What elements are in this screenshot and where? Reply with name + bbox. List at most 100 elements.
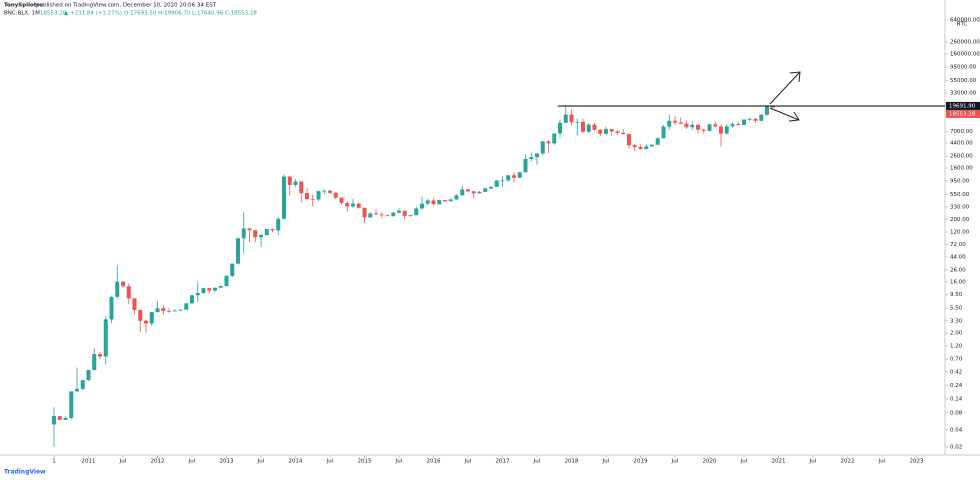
candle-body bbox=[299, 181, 304, 194]
x-tick-label: Jul bbox=[533, 459, 541, 465]
candle-body bbox=[241, 228, 246, 239]
candle-body bbox=[701, 129, 706, 131]
candle-body bbox=[569, 114, 574, 123]
candle-body bbox=[195, 292, 200, 296]
candle-body bbox=[460, 189, 465, 196]
candle-body bbox=[293, 181, 298, 185]
candle-body bbox=[770, 105, 775, 108]
y-tick-label: 0.04 bbox=[950, 427, 963, 433]
candle-body bbox=[517, 172, 522, 178]
candle-body bbox=[351, 203, 355, 207]
y-tick-label: 2.00 bbox=[950, 331, 963, 337]
candle-body bbox=[661, 126, 666, 139]
candle-body bbox=[425, 200, 430, 204]
candle-body bbox=[310, 199, 315, 200]
candle-body bbox=[218, 286, 223, 288]
candle-body bbox=[523, 159, 528, 173]
x-tick-label: 2022 bbox=[841, 459, 855, 465]
y-tick-label: 0.08 bbox=[950, 410, 963, 416]
candle-body bbox=[558, 122, 562, 134]
candle-body bbox=[259, 235, 263, 238]
candle-body bbox=[138, 310, 143, 321]
y-tick-label: 95000.00 bbox=[950, 65, 977, 71]
y-tick-label: 640000.00 bbox=[950, 17, 980, 23]
candle-body bbox=[747, 118, 752, 120]
x-tick-label: Jul bbox=[257, 459, 265, 465]
x-tick-label: Jul bbox=[326, 459, 334, 465]
candle-body bbox=[52, 416, 56, 425]
candle-body bbox=[333, 192, 338, 198]
y-tick-label: 950.00 bbox=[950, 178, 970, 184]
x-tick-label: 2015 bbox=[358, 459, 372, 465]
x-tick-label: 2021 bbox=[772, 459, 786, 465]
candle-body bbox=[540, 141, 545, 154]
candle-body bbox=[121, 281, 125, 287]
x-tick-label: 2023 bbox=[910, 459, 924, 465]
candle-body bbox=[155, 308, 160, 313]
candle-body bbox=[69, 391, 74, 418]
x-tick-label: 2013 bbox=[220, 459, 234, 465]
candle-body bbox=[759, 114, 764, 121]
candle-body bbox=[736, 124, 741, 125]
y-tick-label: 55000.00 bbox=[950, 78, 977, 84]
candle-body bbox=[563, 114, 568, 123]
candle-body bbox=[535, 153, 539, 158]
candle-body bbox=[178, 309, 183, 311]
candle-body bbox=[431, 200, 436, 205]
logo: TradingView bbox=[4, 469, 46, 476]
x-tick-label: Jul bbox=[740, 459, 748, 465]
candle-body bbox=[684, 123, 689, 128]
x-tick-label: 2016 bbox=[427, 459, 441, 465]
candle-body bbox=[742, 119, 746, 125]
candle-body bbox=[144, 320, 148, 324]
price-label-box bbox=[946, 109, 980, 118]
candle-body bbox=[368, 213, 373, 218]
candle-body bbox=[529, 157, 534, 160]
y-tick-label: 26.00 bbox=[950, 267, 966, 273]
candle-body bbox=[385, 215, 390, 217]
candle-body bbox=[673, 120, 677, 123]
y-tick-label: 3.30 bbox=[950, 318, 963, 324]
candle-body bbox=[719, 126, 723, 134]
y-tick-label: 330.00 bbox=[950, 205, 970, 211]
x-tick-label: Jul bbox=[602, 459, 610, 465]
y-tick-label: 72.00 bbox=[950, 242, 966, 248]
candle-body bbox=[678, 122, 683, 124]
candle-body bbox=[615, 131, 620, 133]
candle-body bbox=[765, 105, 769, 115]
candle-body bbox=[466, 189, 470, 192]
candle-body bbox=[581, 121, 585, 132]
author: TonySpilotro bbox=[4, 3, 43, 9]
x-tick-label: Jul bbox=[395, 459, 403, 465]
y-tick-label: 160000.00 bbox=[950, 52, 980, 58]
candle-body bbox=[92, 354, 97, 371]
candle-body bbox=[575, 121, 580, 123]
candle-body bbox=[420, 203, 424, 209]
candle-body bbox=[201, 288, 206, 293]
y-tick-label: 4400.00 bbox=[950, 140, 973, 146]
y-tick-label: 5.50 bbox=[950, 306, 963, 312]
y-tick-label: 0.70 bbox=[950, 357, 963, 363]
candle-body bbox=[167, 311, 171, 312]
candle-body bbox=[253, 230, 258, 238]
x-tick-label: 1 bbox=[52, 459, 56, 465]
change: ▲ +231.84 (+1.27%) bbox=[64, 11, 122, 17]
x-tick-label: 2020 bbox=[703, 459, 717, 465]
x-tick-label: Jul bbox=[878, 459, 886, 465]
x-tick-label: Jul bbox=[464, 459, 472, 465]
candle-body bbox=[224, 275, 229, 287]
symbol: BNC:BLX, 1M bbox=[4, 11, 40, 17]
candle-body bbox=[322, 190, 327, 192]
candle-body bbox=[546, 141, 551, 144]
candle-body bbox=[305, 193, 309, 200]
y-tick-label: 550.00 bbox=[950, 192, 970, 198]
candle-body bbox=[724, 126, 729, 134]
candle-body bbox=[172, 310, 177, 312]
candle-body bbox=[586, 124, 591, 132]
candle-body bbox=[207, 288, 212, 291]
y-tick-label: 7000.00 bbox=[950, 129, 973, 135]
candle-body bbox=[408, 215, 413, 217]
last: 18553.28 bbox=[40, 11, 67, 17]
x-tick-label: 2012 bbox=[151, 459, 165, 465]
